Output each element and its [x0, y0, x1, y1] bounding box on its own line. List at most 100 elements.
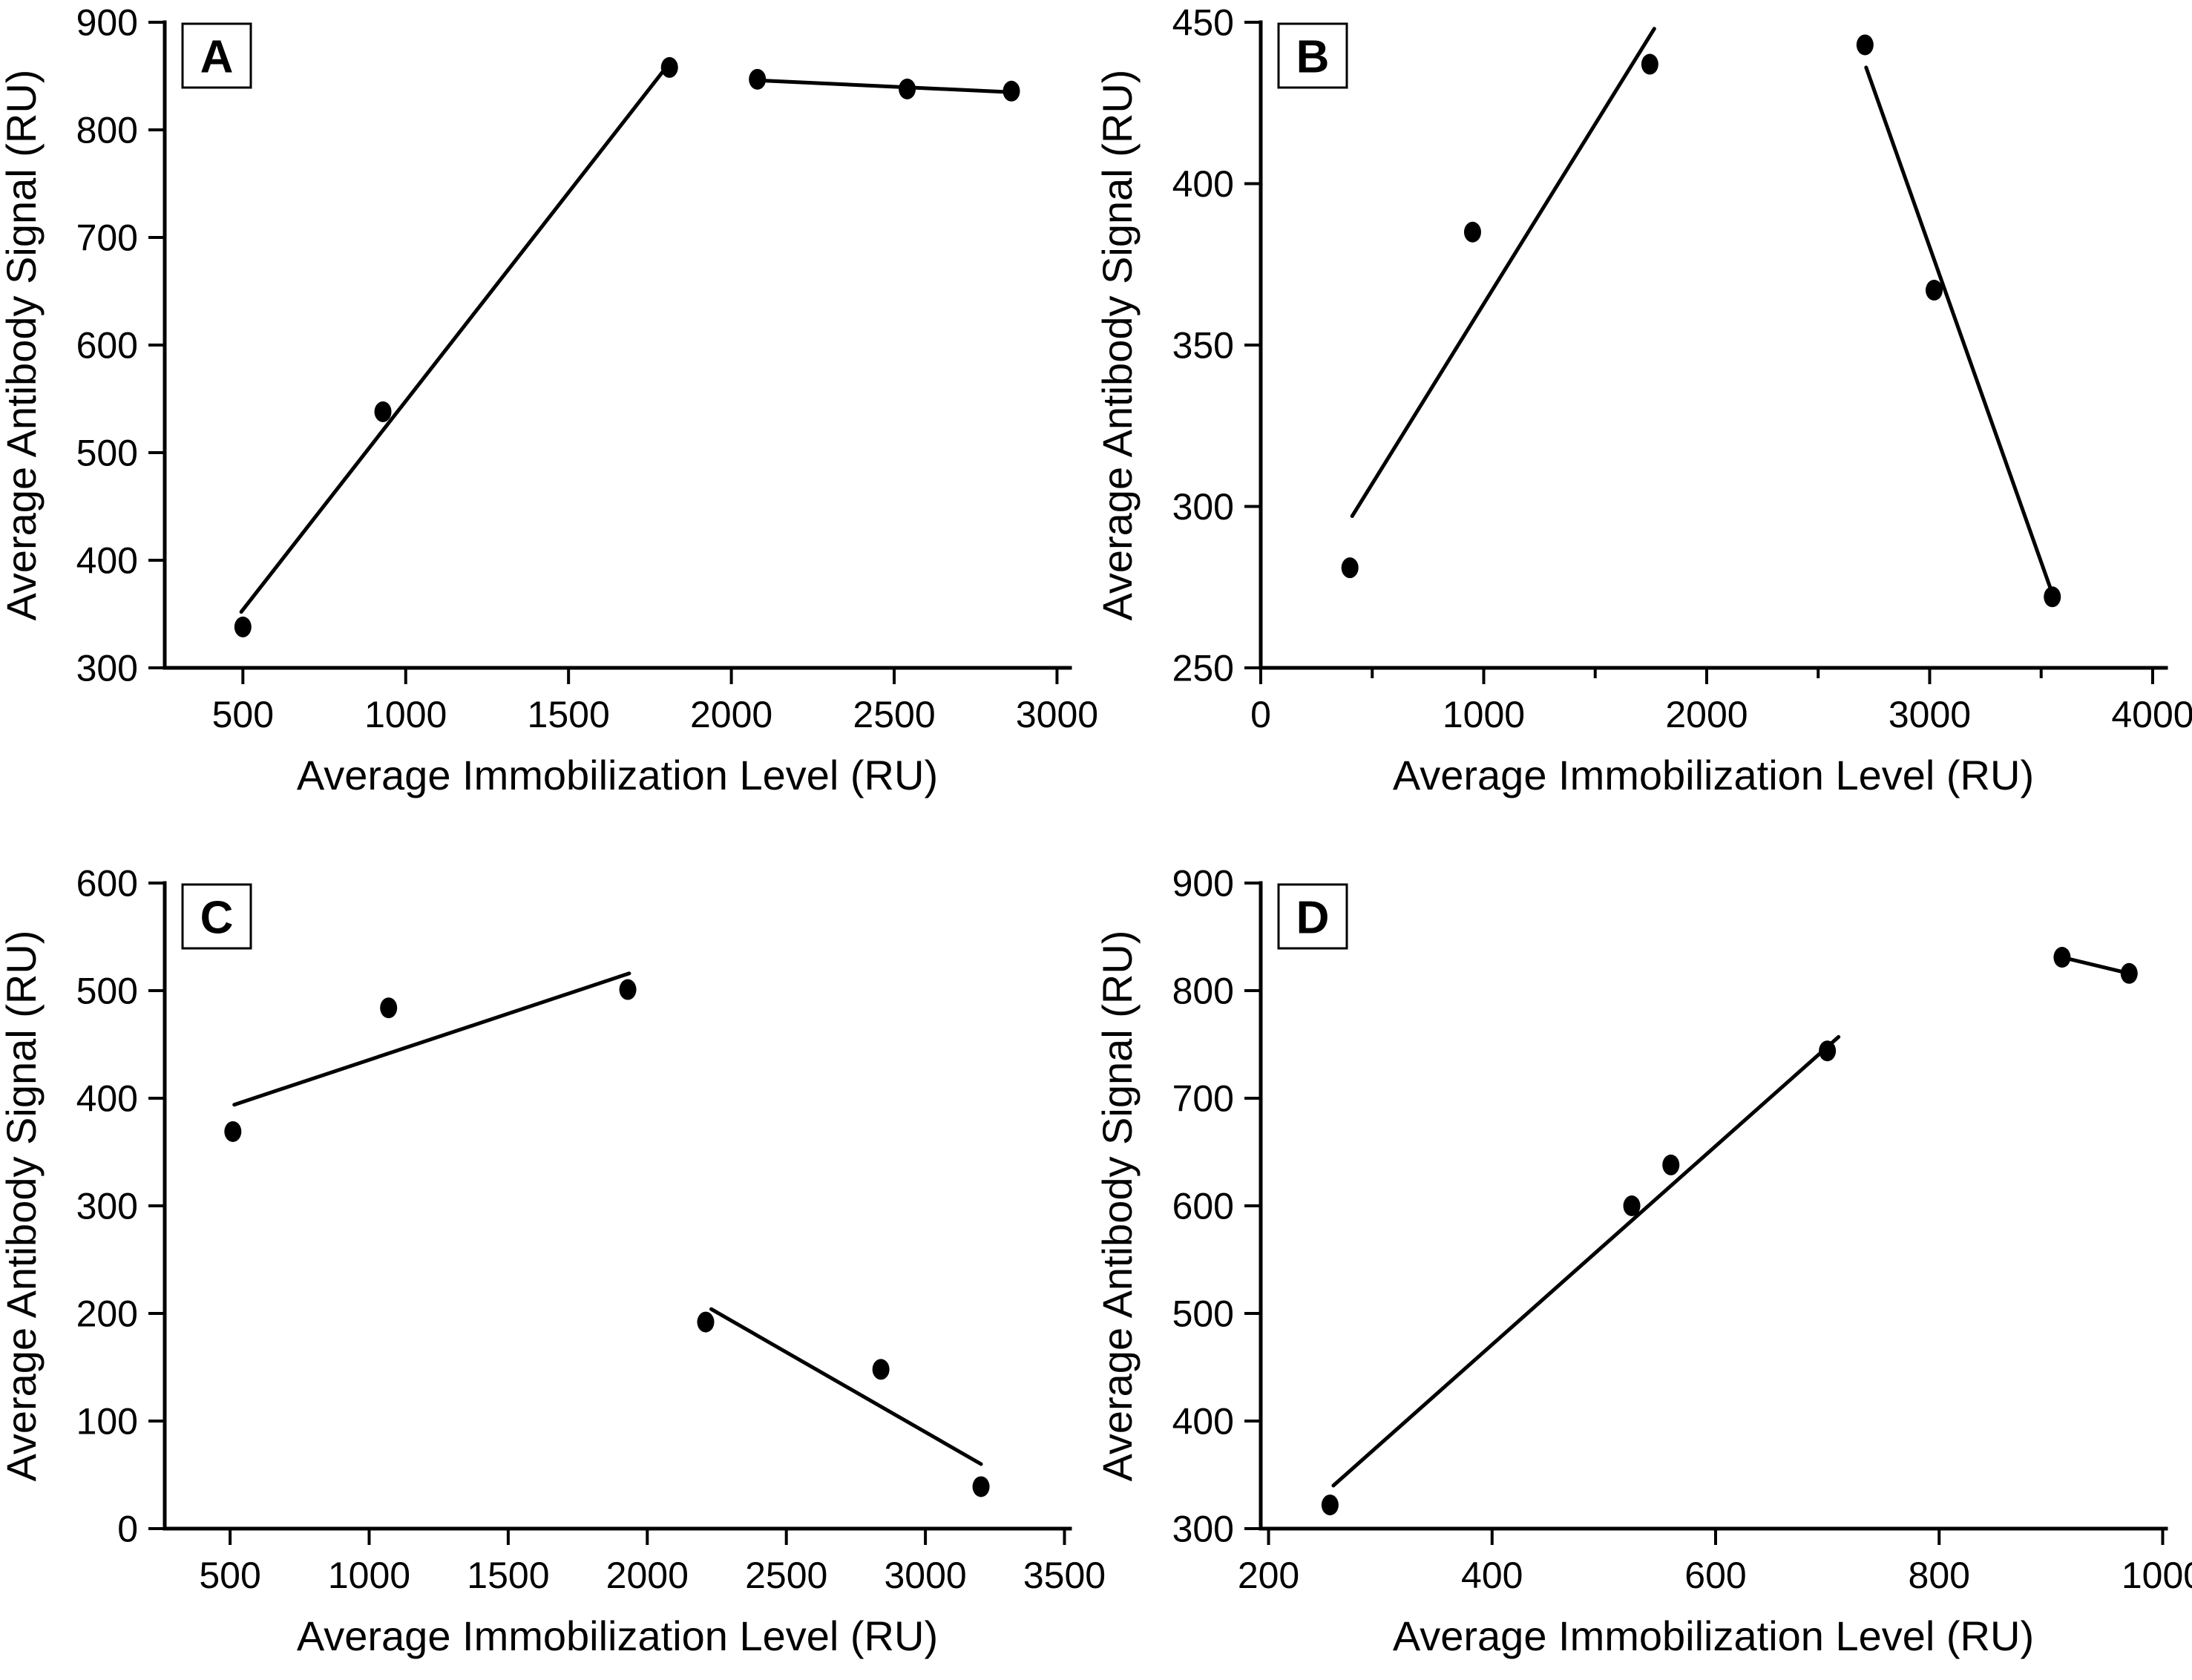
panel-letter: D: [1296, 892, 1330, 943]
chart-b-svg: 250 300 350 400 450 0 1000 2000 3000 4000 Average …: [1094, 2, 2192, 799]
trend-line: [1864, 65, 2055, 596]
panel-letter-box: [181, 883, 252, 950]
data-point: [697, 1311, 715, 1333]
x-tick-label: 3000: [1016, 694, 1098, 735]
data-point: [749, 68, 767, 90]
data-point: [234, 616, 252, 637]
y-tick-label: 200: [76, 1293, 138, 1335]
data-point: [1641, 53, 1658, 75]
trend-line: [239, 59, 673, 614]
data-point: [1003, 80, 1020, 102]
x-tick-label: 500: [199, 1555, 260, 1596]
x-tick-label: 1500: [528, 694, 610, 735]
panel-b: 250 300 350 400 450 0 1000 2000 3000 4000 Average …: [1094, 0, 2192, 840]
x-tick-label: 1500: [467, 1555, 549, 1596]
data-point: [1341, 557, 1359, 579]
panel-a: 300 400 500 600 700 800 900 500 1000 1500 2000 2500…: [0, 0, 1098, 840]
panel-letter-box: [1277, 22, 1348, 89]
x-tick-label: 2500: [745, 1555, 827, 1596]
y-tick-label: 450: [1172, 2, 1234, 44]
y-tick-label: 800: [1172, 971, 1234, 1012]
x-axis-title: Average Immobilization Level (RU): [1393, 752, 2034, 798]
x-tick-label: 1000: [1443, 694, 1525, 735]
data-point: [380, 997, 398, 1019]
y-tick-label: 900: [1172, 863, 1234, 905]
x-tick-label: 3500: [1023, 1555, 1106, 1596]
trend-line: [709, 1307, 983, 1466]
x-tick-label: 2000: [606, 1555, 689, 1596]
y-tick-label: 300: [1172, 486, 1234, 528]
x-axis-title: Average Immobilization Level (RU): [297, 1612, 938, 1659]
trend-line: [1350, 27, 1656, 519]
x-tick-label: 4000: [2111, 694, 2192, 735]
y-axis-title: Average Antibody Signal (RU): [1094, 70, 1141, 621]
data-point: [2044, 586, 2061, 608]
data-point: [1856, 34, 1874, 56]
y-tick-label: 100: [76, 1401, 138, 1443]
x-tick-label: 3000: [884, 1555, 966, 1596]
y-tick-label: 700: [1172, 1078, 1234, 1120]
y-tick-label: 350: [1172, 325, 1234, 367]
panel-d: 300 400 500 600 700 800 900 200 400 600 800 1000 Ave…: [1094, 840, 2192, 1680]
y-axis-title: Average Antibody Signal (RU): [1094, 931, 1141, 1482]
x-tick-label: 2000: [690, 694, 772, 735]
data-point: [972, 1476, 990, 1497]
x-axis-title: Average Immobilization Level (RU): [1393, 1612, 2034, 1659]
x-tick-label: 200: [1238, 1555, 1299, 1596]
data-point: [1819, 1040, 1837, 1062]
y-tick-label: 400: [76, 1078, 138, 1120]
data-point: [872, 1359, 890, 1380]
y-tick-label: 700: [76, 217, 138, 259]
data-point: [1925, 280, 1943, 301]
y-tick-label: 300: [76, 648, 138, 689]
panel-letter: B: [1296, 31, 1330, 82]
y-tick-label: 600: [1172, 1186, 1234, 1227]
trend-line: [2060, 955, 2131, 976]
data-point: [2120, 962, 2138, 984]
y-tick-label: 0: [117, 1509, 138, 1550]
data-point: [1321, 1494, 1339, 1516]
trend-line: [1331, 1034, 1841, 1488]
y-tick-label: 400: [1172, 163, 1234, 205]
panel-letter-box: [1277, 883, 1348, 950]
data-point: [619, 979, 637, 1000]
data-point: [1623, 1195, 1641, 1216]
y-tick-label: 400: [1172, 1401, 1234, 1443]
x-tick-label: 500: [212, 694, 274, 735]
x-tick-label: 2000: [1665, 694, 1748, 735]
data-point: [2053, 947, 2071, 968]
y-tick-label: 500: [1172, 1293, 1234, 1335]
y-axis-title: Average Antibody Signal (RU): [0, 931, 45, 1482]
panel-letter: C: [200, 892, 234, 943]
x-tick-label: 1000: [328, 1555, 410, 1596]
panel-c: 0 100 200 300 400 500 600 500 1000 1500 2000 2500 30…: [0, 840, 1106, 1680]
y-tick-label: 300: [1172, 1509, 1234, 1550]
data-point: [224, 1120, 242, 1142]
x-tick-label: 800: [1909, 1555, 1970, 1596]
trend-line: [232, 971, 631, 1107]
data-point: [899, 78, 916, 99]
panel-letter-box: [181, 22, 252, 89]
y-tick-label: 250: [1172, 648, 1234, 689]
x-axis-title: Average Immobilization Level (RU): [297, 752, 938, 798]
data-point: [1463, 221, 1481, 243]
y-tick-label: 500: [76, 971, 138, 1012]
panel-letter: A: [200, 31, 234, 82]
x-tick-label: 400: [1461, 1555, 1523, 1596]
x-tick-label: 1000: [364, 694, 447, 735]
chart-c-svg: 0 100 200 300 400 500 600 500 1000 1500 2000 2500 30…: [0, 863, 1106, 1660]
x-tick-label: 3000: [1889, 694, 1971, 735]
data-point: [660, 56, 678, 78]
y-tick-label: 400: [76, 540, 138, 582]
y-tick-label: 300: [76, 1186, 138, 1227]
x-tick-label: 0: [1250, 694, 1271, 735]
chart-a-svg: 300 400 500 600 700 800 900 500 1000 1500 2000 2500…: [0, 2, 1098, 799]
chart-d-svg: 300 400 500 600 700 800 900 200 400 600 800 1000 Ave…: [1094, 863, 2192, 1660]
y-tick-label: 800: [76, 110, 138, 151]
data-point: [374, 401, 392, 422]
x-tick-label: 2500: [853, 694, 935, 735]
trend-line: [755, 78, 1014, 94]
y-tick-label: 600: [76, 325, 138, 367]
y-axis-title: Average Antibody Signal (RU): [0, 70, 45, 621]
